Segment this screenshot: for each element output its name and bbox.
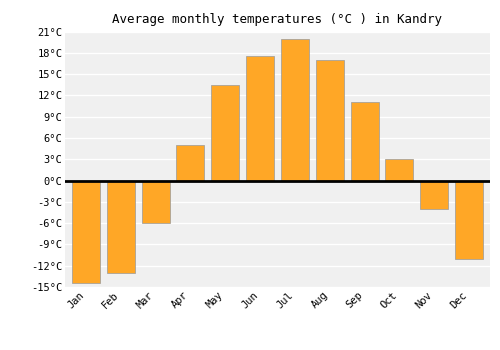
Bar [142, 181, 170, 223]
Bar [107, 181, 134, 273]
Bar [350, 103, 378, 181]
Bar [420, 181, 448, 209]
Bar [316, 60, 344, 181]
Bar [176, 145, 204, 181]
Bar [72, 181, 100, 284]
Title: Average monthly temperatures (°C ) in Kandry: Average monthly temperatures (°C ) in Ka… [112, 13, 442, 26]
Bar [246, 56, 274, 181]
Bar [212, 85, 239, 181]
Bar [455, 181, 483, 259]
Bar [386, 159, 413, 181]
Bar [281, 38, 309, 181]
